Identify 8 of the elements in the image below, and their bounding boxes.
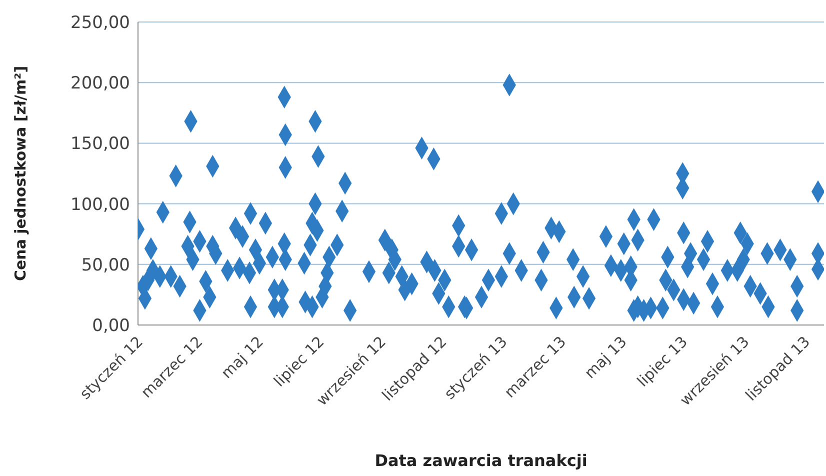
y-tick-label: 150,00: [70, 134, 130, 154]
y-axis-title: Cena jednostkowa [zł/m²]: [11, 66, 30, 282]
y-tick-label: 100,00: [70, 194, 130, 215]
y-tick-label: 0,00: [92, 316, 130, 336]
y-tick-label: 200,00: [70, 74, 130, 94]
y-tick-label: 50,00: [81, 255, 130, 276]
x-axis-title: Data zawarcia tranakcji: [374, 451, 588, 470]
y-tick-label: 250,00: [70, 13, 130, 34]
